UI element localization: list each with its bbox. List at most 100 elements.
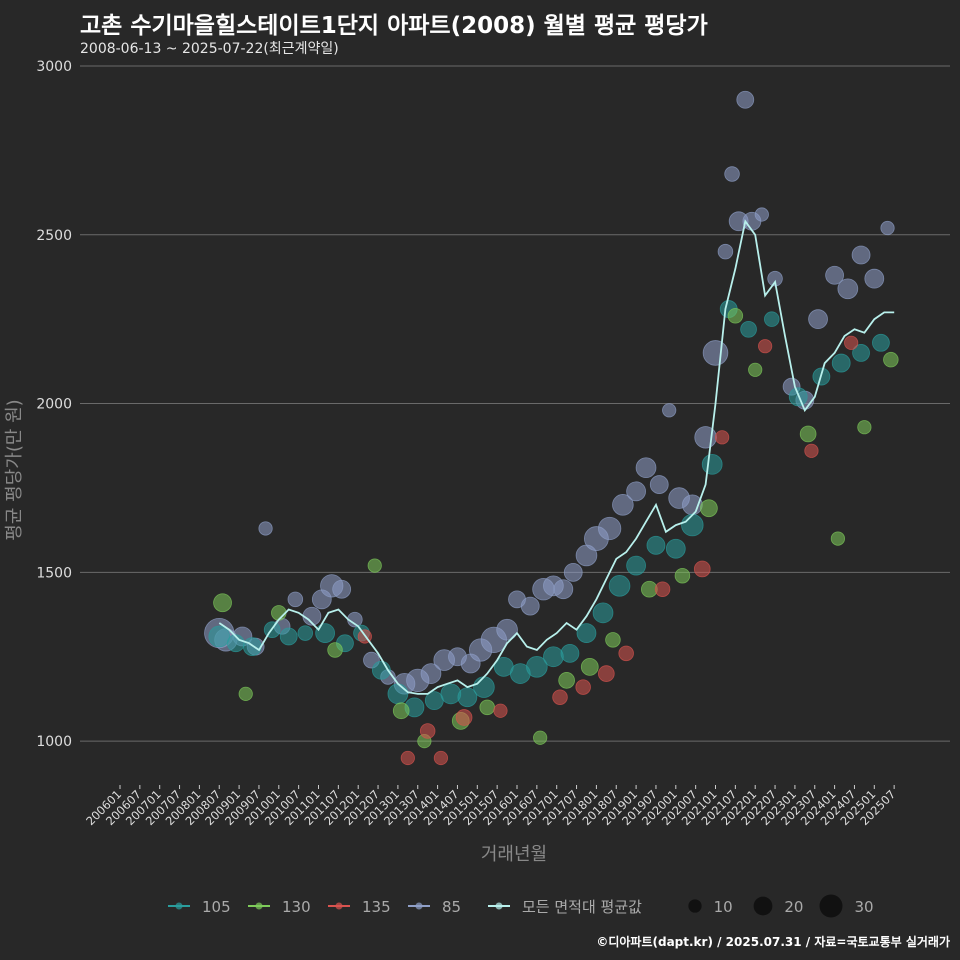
legend-key-2: [335, 902, 343, 910]
point-85-53: [851, 245, 871, 265]
legend-size-label-10: 10: [714, 898, 733, 916]
point-130-0: [213, 593, 232, 613]
point-85-44: [736, 90, 755, 109]
legend-size-label-30: 30: [855, 898, 874, 916]
point-105-30: [740, 320, 757, 338]
point-105-28: [701, 453, 723, 475]
point-85-41: [717, 243, 734, 260]
point-135-12: [715, 430, 730, 445]
point-130-14: [674, 567, 691, 584]
legend-key-1: [255, 902, 263, 910]
y-tick-labels: 1000 1500 2000 2500 3000: [36, 59, 72, 750]
point-105-31: [763, 311, 780, 327]
legend: 105 130 135 85 모든 면적대 평균값 10 20 30: [168, 894, 874, 918]
legend-label-2: 135: [362, 898, 391, 916]
point-85-38: [681, 494, 703, 516]
point-130-11: [580, 657, 599, 676]
point-130-20: [857, 420, 872, 435]
y-tick-1000: 1000: [36, 734, 72, 750]
legend-label-3: 85: [442, 898, 461, 916]
point-135-15: [844, 335, 859, 350]
point-85-27: [553, 579, 574, 600]
average-line: [218, 219, 895, 695]
point-130-1: [238, 686, 253, 701]
point-85-50: [808, 309, 828, 330]
legend-size-label-20: 20: [784, 898, 803, 916]
point-105-26: [665, 538, 686, 559]
point-85-4: [258, 521, 273, 536]
point-105-24: [626, 555, 646, 576]
point-135-7: [575, 679, 591, 695]
point-105-34: [831, 353, 851, 373]
point-135-9: [618, 645, 634, 662]
legend-label-1: 130: [282, 898, 311, 916]
y-tick-3000: 3000: [36, 59, 72, 75]
point-105-22: [592, 602, 614, 624]
point-105-15: [473, 676, 495, 698]
point-105-23: [608, 575, 631, 597]
legend-size-20: [753, 896, 773, 916]
point-105-10: [387, 683, 409, 705]
x-tick-labels: 2006012006072007012007072008012008072009…: [83, 785, 898, 828]
point-85-42: [724, 166, 740, 182]
point-135-8: [597, 665, 615, 682]
point-85-16: [420, 663, 442, 684]
point-105-6: [315, 623, 336, 643]
scatter-points: [204, 90, 899, 766]
legend-key-0: [175, 902, 183, 910]
point-105-5: [297, 625, 314, 641]
y-axis-label: 평균 평당가(만 원): [4, 399, 25, 540]
point-130-9: [533, 730, 548, 745]
point-85-28: [563, 562, 583, 582]
point-130-4: [367, 558, 382, 573]
point-85-6: [287, 591, 304, 608]
point-135-2: [419, 723, 436, 739]
point-105-20: [560, 643, 580, 663]
legend-size-30: [819, 894, 843, 918]
page-subtitle: 2008-06-13 ~ 2025-07-22(최근계약일): [80, 41, 339, 57]
point-105-4: [279, 627, 298, 646]
x-axis-label: 거래년월: [481, 844, 547, 865]
grid-lines: [80, 65, 950, 742]
point-85-40: [702, 340, 729, 366]
point-135-13: [758, 339, 773, 354]
point-135-1: [400, 750, 415, 766]
point-105-25: [646, 535, 666, 555]
y-tick-1500: 1500: [36, 565, 72, 581]
credit-text: ©디아파트(dapt.kr) / 2025.07.31 / 자료=국토교통부 실…: [596, 935, 950, 949]
page-title: 고촌 수기마을힐스테이트1단지 아파트(2008) 월별 평균 평당가: [80, 13, 708, 39]
point-85-35: [649, 475, 669, 494]
y-tick-2500: 2500: [36, 228, 72, 244]
point-130-21: [883, 351, 899, 368]
point-105-13: [440, 683, 462, 705]
point-85-24: [520, 596, 540, 616]
point-130-18: [799, 425, 817, 443]
legend-size-10: [688, 899, 702, 913]
point-135-10: [654, 581, 671, 597]
point-85-36: [662, 403, 677, 418]
point-105-0: [208, 625, 231, 648]
average-line-group: [218, 219, 895, 695]
point-85-46: [754, 207, 769, 222]
point-85-34: [635, 457, 657, 479]
point-135-3: [433, 750, 449, 766]
point-135-11: [693, 560, 711, 578]
point-130-8: [479, 699, 495, 716]
point-85-33: [626, 481, 646, 502]
point-130-5: [392, 702, 410, 720]
point-130-15: [699, 499, 718, 518]
point-135-6: [552, 689, 568, 705]
point-130-3: [327, 642, 343, 658]
point-85-31: [598, 516, 622, 541]
point-85-51: [825, 265, 844, 285]
point-130-2: [271, 605, 287, 621]
legend-key-3: [415, 902, 423, 910]
point-105-35: [852, 344, 870, 362]
point-135-5: [493, 703, 508, 718]
point-135-4: [455, 709, 473, 726]
point-85-52: [837, 278, 859, 300]
point-135-14: [804, 443, 819, 458]
point-105-19: [543, 646, 564, 668]
legend-label-4: 모든 면적대 평균값: [522, 898, 642, 916]
point-85-55: [880, 220, 895, 236]
